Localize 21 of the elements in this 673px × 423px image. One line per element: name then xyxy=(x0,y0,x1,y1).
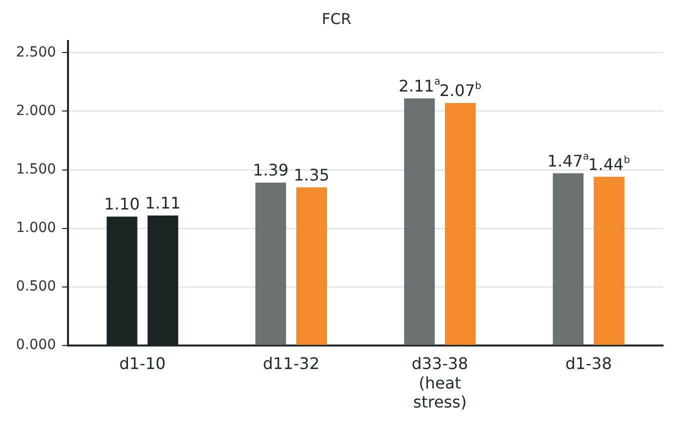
data-label: 1.10 xyxy=(104,194,140,214)
y-tick-label: 0.500 xyxy=(16,278,56,294)
bar xyxy=(404,98,435,345)
bar xyxy=(552,173,584,345)
data-label: 1.39 xyxy=(252,160,289,180)
x-tick-label: d11-32 xyxy=(262,354,320,374)
y-tick-label: 1.500 xyxy=(16,161,56,178)
chart-title: FCR xyxy=(322,10,352,28)
bar xyxy=(594,176,624,345)
x-tick-label: d1-10 xyxy=(119,354,166,374)
data-label: 1.35 xyxy=(294,165,330,184)
y-tick-label: 2.500 xyxy=(16,44,56,60)
data-label: 1.11 xyxy=(145,193,181,212)
x-tick-label: d1-38 xyxy=(565,354,612,374)
bar xyxy=(255,182,286,345)
y-tick-label: 1.000 xyxy=(16,220,56,236)
bar xyxy=(296,187,327,345)
bar xyxy=(445,103,476,345)
x-tick-label: d33-38 (heat stress) xyxy=(412,354,468,412)
y-tick-label: 2.000 xyxy=(16,102,56,119)
y-tick-label: 0.000 xyxy=(16,337,56,354)
